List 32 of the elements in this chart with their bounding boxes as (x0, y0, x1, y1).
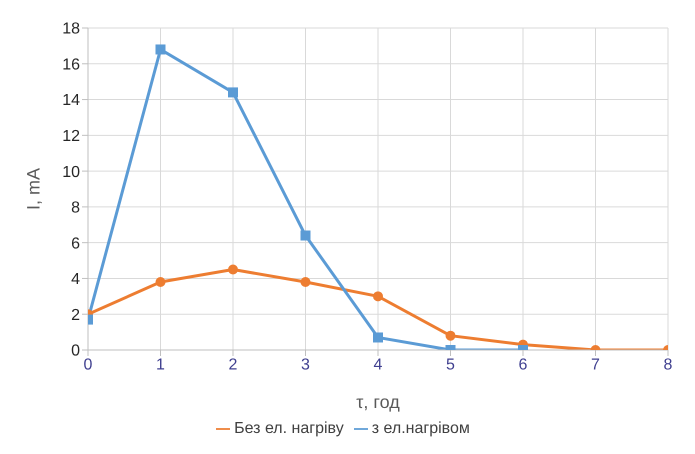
y-axis-title: I, mA (23, 168, 44, 210)
x-tick-label: 7 (591, 356, 600, 374)
y-tick-label: 2 (71, 306, 80, 324)
point (373, 332, 383, 342)
y-tick-label: 18 (62, 20, 80, 38)
y-tick-label: 6 (71, 235, 80, 252)
x-tick-label: 5 (446, 356, 456, 374)
x-tick-label: 4 (374, 356, 383, 374)
y-tick-label: 14 (62, 92, 80, 110)
legend-label: з ел.нагрівом (372, 420, 470, 437)
point (156, 44, 166, 54)
point (228, 264, 238, 274)
y-tick-label: 12 (62, 128, 80, 146)
y-tick-label: 16 (62, 56, 80, 74)
y-tick-label: 8 (71, 200, 80, 217)
point (228, 87, 238, 98)
x-axis-title: τ, год (356, 392, 400, 412)
x-tick-label: 0 (84, 356, 93, 374)
legend-label: Без ел. нагріву (234, 420, 344, 437)
x-tick-label: 1 (156, 356, 166, 374)
y-tick-label: 4 (71, 271, 80, 288)
x-tick-label: 2 (228, 356, 238, 374)
point (373, 291, 383, 302)
point (300, 230, 310, 241)
point (446, 330, 456, 341)
y-tick-label: 10 (62, 164, 80, 181)
y-tick-label: 0 (71, 342, 80, 360)
point (156, 277, 166, 288)
x-tick-label: 8 (664, 356, 673, 374)
point (300, 277, 310, 288)
x-tick-label: 3 (301, 356, 310, 374)
x-tick-label: 6 (518, 356, 528, 374)
